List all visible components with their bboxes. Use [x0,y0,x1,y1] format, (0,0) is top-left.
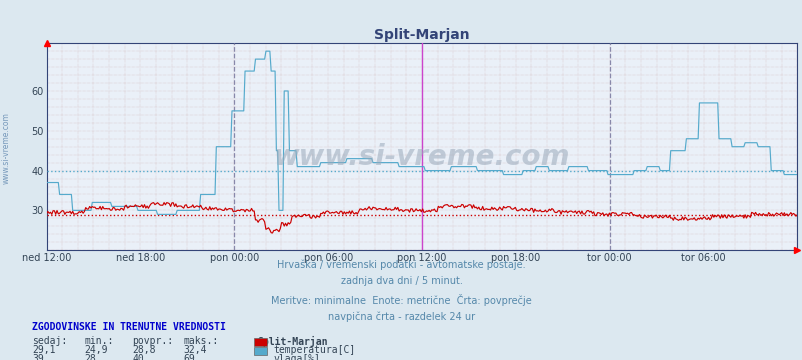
Text: min.:: min.: [84,336,114,346]
Text: 32,4: 32,4 [183,345,206,355]
Text: Meritve: minimalne  Enote: metrične  Črta: povprečje: Meritve: minimalne Enote: metrične Črta:… [271,294,531,306]
Text: povpr.:: povpr.: [132,336,173,346]
Text: www.si-vreme.com: www.si-vreme.com [2,112,11,184]
Text: Split-Marjan: Split-Marjan [257,336,327,347]
Text: zadnja dva dni / 5 minut.: zadnja dva dni / 5 minut. [340,276,462,287]
Text: 40: 40 [132,354,144,360]
Text: ZGODOVINSKE IN TRENUTNE VREDNOSTI: ZGODOVINSKE IN TRENUTNE VREDNOSTI [32,322,225,332]
Text: 29,1: 29,1 [32,345,55,355]
Text: www.si-vreme.com: www.si-vreme.com [273,143,569,171]
Text: 28,8: 28,8 [132,345,156,355]
Text: 28: 28 [84,354,96,360]
Text: maks.:: maks.: [183,336,218,346]
Text: 24,9: 24,9 [84,345,107,355]
Title: Split-Marjan: Split-Marjan [374,28,469,42]
Text: Hrvaška / vremenski podatki - avtomatske postaje.: Hrvaška / vremenski podatki - avtomatske… [277,259,525,270]
Text: temperatura[C]: temperatura[C] [273,345,354,355]
Text: navpična črta - razdelek 24 ur: navpična črta - razdelek 24 ur [327,311,475,321]
Text: 39: 39 [32,354,44,360]
Text: 69: 69 [183,354,195,360]
Text: vlaga[%]: vlaga[%] [273,354,320,360]
Text: sedaj:: sedaj: [32,336,67,346]
